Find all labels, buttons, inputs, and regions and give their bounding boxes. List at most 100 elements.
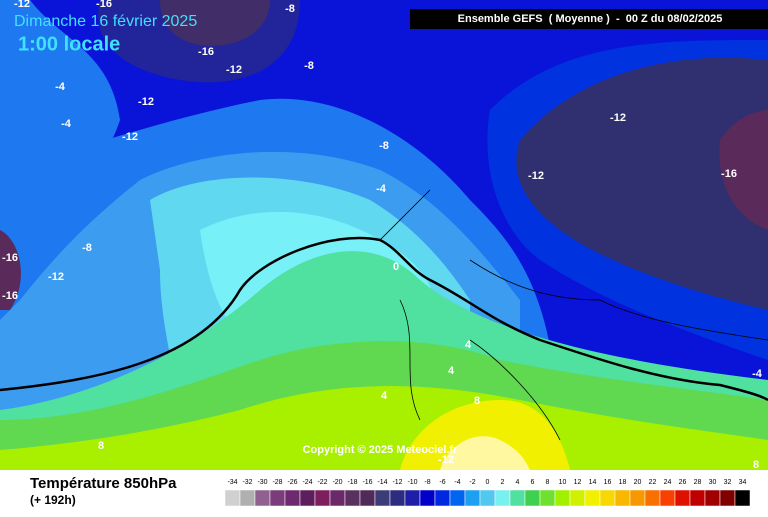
contour-label: 8 <box>98 440 104 452</box>
legend-swatch <box>299 489 316 507</box>
temp-zone <box>516 57 768 310</box>
copyright: Copyright © 2025 Meteociel.fr <box>303 444 459 456</box>
contour-label: -16 <box>2 252 18 264</box>
legend-tick-label: -20 <box>332 479 342 486</box>
contour-label: -12 <box>48 271 64 283</box>
legend-swatch <box>224 489 241 507</box>
legend-swatch <box>494 489 511 507</box>
time-label: 1:00 locale <box>18 33 120 55</box>
contour-label: -12 <box>138 96 154 108</box>
legend-tick-label: -2 <box>469 479 475 486</box>
contour-label: -4 <box>61 118 72 130</box>
legend-swatch <box>254 489 271 507</box>
run-info: Ensemble GEFS ( Moyenne ) - 00 Z du 08/0… <box>458 13 723 25</box>
legend-tick-label: -8 <box>424 479 430 486</box>
legend-swatch <box>659 489 676 507</box>
legend-tick-label: 34 <box>739 479 747 486</box>
legend-tick-label: -22 <box>317 479 327 486</box>
temp-zone <box>719 110 768 230</box>
legend-tick-label: 8 <box>546 479 550 486</box>
contour-label: 8 <box>753 459 759 471</box>
legend-swatch <box>314 489 331 507</box>
contour-label: -4 <box>55 81 66 93</box>
legend-swatch <box>734 489 751 507</box>
legend-tick-label: 26 <box>679 479 687 486</box>
zero-isotherm <box>0 236 768 402</box>
legend-tick-label: 14 <box>589 479 597 486</box>
color-legend: -34 -32 -30 -28 -26 -24 -22 -20 -18 -16 -14 -12 -10-… <box>224 479 751 507</box>
temp-zone <box>0 230 21 310</box>
legend-swatch <box>614 489 631 507</box>
contour-label: 8 <box>474 395 480 407</box>
legend-swatch <box>389 489 406 507</box>
contour-label: -12 <box>122 131 138 143</box>
contour-label: 4 <box>381 390 388 402</box>
contour-label: -4 <box>376 183 387 195</box>
legend-tick-label: -26 <box>287 479 297 486</box>
legend-swatch <box>509 489 526 507</box>
legend-tick-label: -28 <box>272 479 282 486</box>
contour-label: -12 <box>438 454 454 466</box>
legend-swatch <box>269 489 286 507</box>
legend-tick-label: -18 <box>347 479 357 486</box>
contour-label: -12 <box>610 112 626 124</box>
temp-zone <box>0 386 768 470</box>
legend-swatch <box>599 489 616 507</box>
legend-tick-label: -32 <box>242 479 252 486</box>
legend-tick-label: 20 <box>634 479 642 486</box>
contour-label: 4 <box>465 339 472 351</box>
coastline <box>379 189 768 441</box>
footer-title: Température 850hPa <box>30 475 177 492</box>
contour-label: -16 <box>96 0 112 10</box>
contour-label: -16 <box>198 46 214 58</box>
legend-tick-label: -14 <box>377 479 387 486</box>
contour-label: -8 <box>285 3 295 15</box>
legend-tick-label: 2 <box>501 479 505 486</box>
legend-tick-label: 18 <box>619 479 627 486</box>
legend-swatch <box>554 489 571 507</box>
legend-swatch <box>329 489 346 507</box>
contour-label: -12 <box>226 64 242 76</box>
contour-label: -16 <box>721 168 737 180</box>
legend-tick-label: -34 <box>227 479 237 486</box>
legend-swatch <box>524 489 541 507</box>
contour-label: -8 <box>379 140 389 152</box>
legend-swatch <box>419 489 436 507</box>
legend-tick-label: 12 <box>574 479 582 486</box>
contour-label: -4 <box>752 368 763 380</box>
contour-labels: -12 -16 -8 -16 -12 -8 -4 -12 -4 -12 -8 -12 -12 -16 -4 -… <box>2 0 763 471</box>
date-label: Dimanche 16 février 2025 <box>14 13 197 30</box>
temp-zone <box>98 0 300 83</box>
legend-swatch <box>404 489 421 507</box>
legend-swatch <box>374 489 391 507</box>
legend-tick-label: 32 <box>724 479 732 486</box>
contour-label: -12 <box>528 170 544 182</box>
legend-swatch <box>359 489 376 507</box>
legend-tick-label: 22 <box>649 479 657 486</box>
legend-swatch <box>674 489 691 507</box>
legend-swatch <box>434 489 451 507</box>
contour-label: -16 <box>2 290 18 302</box>
contour-label: 0 <box>393 261 399 273</box>
legend-tick-label: -12 <box>392 479 402 486</box>
legend-tick-label: -30 <box>257 479 267 486</box>
contour-label: -12 <box>14 0 30 10</box>
legend-tick-label: 16 <box>604 479 612 486</box>
legend-swatch <box>344 489 361 507</box>
legend-tick-label: -24 <box>302 479 312 486</box>
legend-tick-label: -16 <box>362 479 372 486</box>
legend-tick-label: 0 <box>486 479 490 486</box>
legend-swatch <box>584 489 601 507</box>
footer-lead: (+ 192h) <box>30 493 76 507</box>
legend-tick-label: 10 <box>559 479 567 486</box>
legend-swatch <box>479 489 496 507</box>
contour-label: -8 <box>82 242 92 254</box>
legend-tick-label: 4 <box>516 479 520 486</box>
legend-swatch <box>644 489 661 507</box>
legend-swatch <box>449 489 466 507</box>
legend-swatch <box>284 489 301 507</box>
contour-label: 4 <box>448 365 455 377</box>
temp-zone <box>440 436 530 470</box>
legend-swatch <box>689 489 706 507</box>
